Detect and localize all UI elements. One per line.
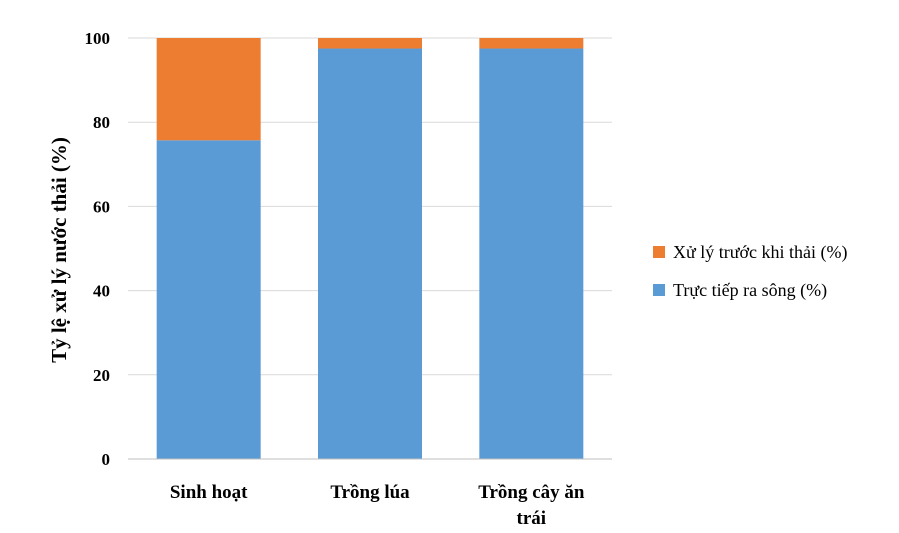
y-tick-label: 100 xyxy=(85,29,111,48)
y-tick-label: 80 xyxy=(93,113,110,132)
legend-swatch xyxy=(653,246,665,258)
bar-segment xyxy=(156,140,261,460)
bar-segment xyxy=(479,38,584,49)
bar-segment xyxy=(479,48,584,460)
legend-label: Xử lý trước khi thải (%) xyxy=(673,242,848,263)
x-axis: Sinh hoạt Trồng lúa Trồng cây ăn trái xyxy=(128,458,612,529)
x-tick-label: Trồng cây ăn xyxy=(478,482,585,503)
legend-label: Trực tiếp ra sông (%) xyxy=(673,280,827,301)
y-tick-label: 60 xyxy=(93,197,110,216)
y-axis-title: Tỷ lệ xử lý nước thải (%) xyxy=(47,137,71,363)
y-tick-label: 40 xyxy=(93,282,110,301)
bar-segment xyxy=(318,38,422,49)
bar-segment xyxy=(318,48,422,460)
x-tick-label: Trồng lúa xyxy=(330,482,410,503)
y-axis: 0 20 40 60 80 100 xyxy=(85,29,111,469)
y-tick-label: 0 xyxy=(102,450,111,469)
legend: Xử lý trước khi thải (%) Trực tiếp ra sôn… xyxy=(653,242,848,301)
x-tick-label: trái xyxy=(517,508,547,529)
bar-segment xyxy=(156,38,261,141)
bar-series xyxy=(156,38,584,460)
y-tick-label: 20 xyxy=(93,366,110,385)
x-tick-label: Sinh hoạt xyxy=(170,482,248,503)
legend-swatch xyxy=(653,284,665,296)
